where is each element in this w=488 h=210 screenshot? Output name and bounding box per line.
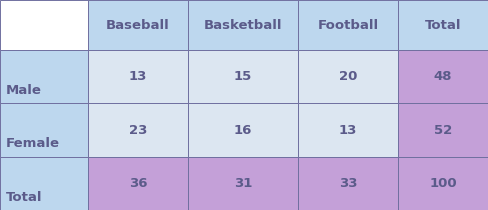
Bar [298,157,398,210]
Bar [188,157,298,210]
Bar [0,50,88,104]
Text: Baseball: Baseball [106,19,170,32]
Bar [0,0,88,50]
Text: 36: 36 [129,177,147,190]
Text: 13: 13 [339,124,357,137]
Text: 13: 13 [129,70,147,83]
Text: 16: 16 [234,124,252,137]
Bar [88,50,188,104]
Text: 23: 23 [129,124,147,137]
Text: Female: Female [6,138,60,150]
Bar [298,104,398,157]
Bar [88,104,188,157]
Bar [0,104,88,157]
Bar [398,0,488,50]
Bar [88,0,188,50]
Bar [298,50,398,104]
Bar [398,104,488,157]
Bar [0,157,88,210]
Bar [188,0,298,50]
Text: 48: 48 [434,70,452,83]
Text: Basketball: Basketball [204,19,282,32]
Text: Football: Football [317,19,379,32]
Bar [188,50,298,104]
Text: 33: 33 [339,177,357,190]
Text: Male: Male [6,84,42,97]
Text: 52: 52 [434,124,452,137]
Text: Total: Total [425,19,461,32]
Bar [188,104,298,157]
Bar [398,157,488,210]
Text: Total: Total [6,191,42,204]
Text: 100: 100 [429,177,457,190]
Bar [398,50,488,104]
Bar [298,0,398,50]
Bar [88,157,188,210]
Text: 20: 20 [339,70,357,83]
Text: 15: 15 [234,70,252,83]
Text: 31: 31 [234,177,252,190]
